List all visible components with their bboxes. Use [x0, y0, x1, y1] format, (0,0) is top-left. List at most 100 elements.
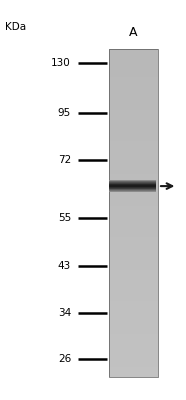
- Bar: [110, 189, 156, 190]
- Bar: [109, 375, 158, 377]
- Bar: [109, 264, 158, 265]
- Bar: [109, 372, 158, 374]
- Bar: [109, 164, 158, 165]
- Bar: [109, 368, 158, 370]
- Bar: [109, 306, 158, 308]
- Bar: [109, 262, 158, 264]
- Bar: [109, 77, 158, 78]
- Bar: [110, 186, 156, 187]
- Text: A: A: [129, 26, 138, 39]
- Bar: [109, 249, 158, 250]
- Bar: [109, 269, 158, 270]
- Bar: [109, 241, 158, 242]
- Bar: [109, 292, 158, 293]
- Bar: [109, 350, 158, 352]
- Bar: [109, 59, 158, 60]
- Bar: [109, 277, 158, 278]
- Bar: [110, 188, 156, 189]
- Bar: [109, 332, 158, 334]
- Bar: [109, 52, 158, 54]
- Bar: [109, 147, 158, 149]
- Bar: [109, 165, 158, 167]
- Bar: [109, 174, 158, 175]
- Bar: [109, 344, 158, 346]
- Bar: [109, 295, 158, 296]
- Bar: [110, 180, 156, 181]
- Text: 130: 130: [51, 58, 71, 68]
- Bar: [109, 314, 158, 316]
- Bar: [109, 334, 158, 336]
- Bar: [109, 51, 158, 52]
- Bar: [109, 229, 158, 231]
- Bar: [109, 70, 158, 72]
- Bar: [109, 123, 158, 124]
- Bar: [110, 183, 156, 184]
- Bar: [109, 338, 158, 339]
- Bar: [109, 232, 158, 234]
- Bar: [109, 151, 158, 152]
- Bar: [109, 75, 158, 77]
- Bar: [109, 105, 158, 106]
- Text: 43: 43: [58, 260, 71, 270]
- Bar: [109, 149, 158, 151]
- Bar: [109, 223, 158, 224]
- Bar: [109, 252, 158, 254]
- Bar: [109, 62, 158, 64]
- Bar: [109, 311, 158, 313]
- Bar: [109, 336, 158, 338]
- Bar: [109, 160, 158, 162]
- Text: 95: 95: [58, 108, 71, 118]
- Bar: [109, 283, 158, 285]
- Bar: [109, 49, 158, 377]
- Bar: [109, 157, 158, 159]
- Bar: [109, 100, 158, 102]
- Bar: [110, 184, 156, 185]
- Bar: [109, 152, 158, 154]
- Bar: [109, 346, 158, 347]
- Bar: [109, 121, 158, 123]
- Bar: [109, 360, 158, 362]
- Bar: [110, 181, 156, 182]
- Bar: [109, 356, 158, 357]
- Bar: [110, 190, 156, 191]
- Bar: [109, 296, 158, 298]
- Bar: [109, 308, 158, 310]
- Bar: [109, 134, 158, 136]
- Bar: [109, 285, 158, 287]
- Bar: [109, 196, 158, 198]
- Bar: [110, 187, 156, 188]
- Bar: [109, 220, 158, 221]
- Bar: [109, 328, 158, 329]
- Bar: [109, 234, 158, 236]
- Bar: [109, 278, 158, 280]
- Bar: [109, 205, 158, 206]
- Bar: [109, 136, 158, 138]
- Bar: [109, 154, 158, 156]
- Bar: [109, 244, 158, 246]
- Bar: [109, 92, 158, 93]
- Bar: [109, 310, 158, 311]
- Text: KDa: KDa: [5, 22, 27, 32]
- Bar: [109, 56, 158, 57]
- Bar: [109, 329, 158, 331]
- Bar: [109, 85, 158, 87]
- Bar: [109, 156, 158, 157]
- Bar: [109, 303, 158, 305]
- Bar: [109, 72, 158, 74]
- Bar: [109, 213, 158, 214]
- Bar: [109, 288, 158, 290]
- Bar: [109, 305, 158, 306]
- Bar: [109, 169, 158, 170]
- Bar: [109, 236, 158, 238]
- Bar: [109, 187, 158, 188]
- Bar: [109, 290, 158, 292]
- Bar: [110, 182, 156, 183]
- Bar: [109, 214, 158, 216]
- Bar: [109, 172, 158, 174]
- Bar: [109, 211, 158, 213]
- Bar: [109, 267, 158, 269]
- Bar: [109, 66, 158, 67]
- Bar: [109, 90, 158, 92]
- Bar: [109, 95, 158, 96]
- Bar: [109, 301, 158, 303]
